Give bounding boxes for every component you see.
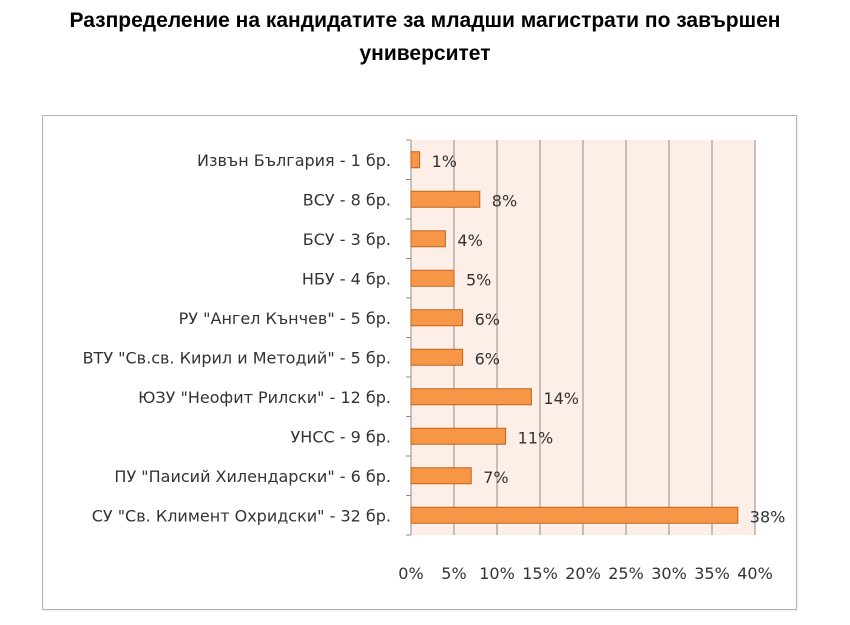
data-label: 38% — [750, 507, 786, 526]
bar — [410, 309, 464, 327]
x-tick-label: 30% — [651, 564, 687, 583]
x-tick-label: 40% — [737, 564, 773, 583]
chart-title-line-1: Разпределение на кандидатите за младши м… — [69, 9, 781, 32]
chart-title-line-2: университет — [359, 42, 491, 65]
data-label: 1% — [432, 152, 457, 171]
category-label: Извън България - 1 бр. — [197, 151, 391, 170]
x-tick-label: 25% — [608, 564, 644, 583]
category-label: УНСС - 9 бр. — [291, 427, 391, 446]
bar — [410, 190, 481, 208]
x-tick-label: 0% — [398, 564, 423, 583]
x-tick-label: 20% — [565, 564, 601, 583]
category-label: РУ "Ангел Кънчев" - 5 бр. — [179, 309, 391, 328]
data-label: 14% — [543, 389, 579, 408]
chart-title: Разпределение на кандидатите за младши м… — [0, 4, 850, 70]
category-label: НБУ - 4 бр. — [302, 269, 391, 288]
x-tick-label: 5% — [441, 564, 466, 583]
category-label: БСУ - 3 бр. — [303, 230, 391, 249]
x-tick-label: 10% — [479, 564, 515, 583]
data-label: 11% — [518, 428, 554, 447]
x-tick-label: 15% — [522, 564, 558, 583]
bar — [410, 388, 532, 406]
category-label: ВСУ - 8 бр. — [303, 190, 391, 209]
data-label: 8% — [492, 191, 517, 210]
category-label: ВТУ "Св.св. Кирил и Методий" - 5 бр. — [83, 348, 391, 367]
bar — [410, 230, 446, 248]
bar — [410, 427, 507, 445]
bar — [410, 348, 464, 366]
data-label: 4% — [457, 231, 482, 250]
category-label: ПУ "Паисий Хилендарски" - 6 бр. — [114, 467, 391, 486]
category-label: СУ "Св. Климент Охридски" - 32 бр. — [92, 506, 391, 525]
data-label: 6% — [475, 310, 500, 329]
data-label: 7% — [483, 468, 508, 487]
data-label: 5% — [466, 270, 491, 289]
data-label: 6% — [475, 349, 500, 368]
bar — [410, 467, 472, 485]
category-label: ЮЗУ "Неофит Рилски" - 12 бр. — [138, 388, 391, 407]
bar — [410, 151, 421, 169]
x-tick-label: 35% — [694, 564, 730, 583]
bar — [410, 269, 455, 287]
bar — [410, 506, 739, 524]
